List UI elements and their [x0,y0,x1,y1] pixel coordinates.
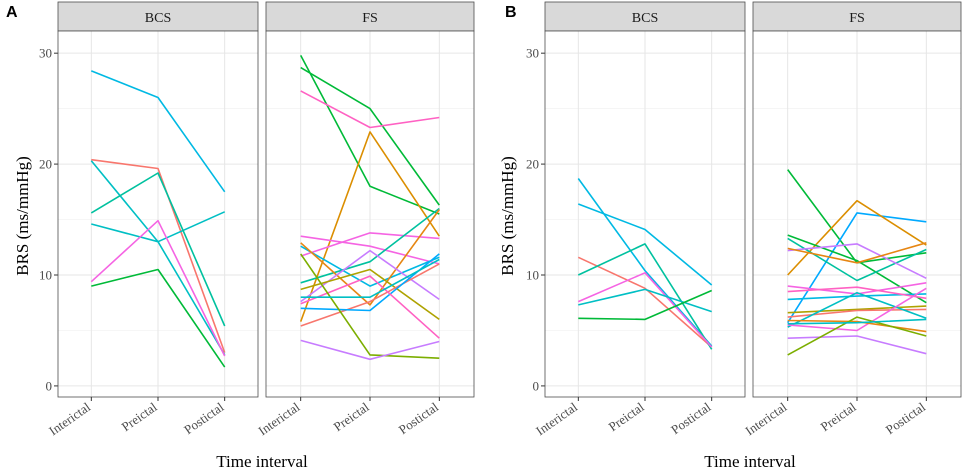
x-tick-label: Preictal [818,399,859,434]
y-axis-title-b: BRS (ms/mmHg) [498,156,517,276]
series-line [300,258,440,299]
x-tick-label: Postictal [396,399,442,437]
x-axis-title-a: Time interval [216,452,308,471]
series-line [91,70,226,193]
series-line [300,275,440,339]
series-line [300,339,440,361]
facet-strip [544,1,746,32]
facet-strip-label: BCS [632,11,658,26]
series-line [300,268,440,321]
y-tick-label: 0 [46,378,53,393]
series-line [299,131,440,322]
series-line [578,288,712,313]
series-line [787,199,927,276]
series-line [577,178,713,347]
series-line [300,207,440,284]
series-line [300,249,440,303]
panel-a: A BRS (ms/mmHg) Time interval 0102030BCS… [6,1,475,471]
series-line [787,282,927,295]
series-line [91,158,226,353]
series-line [300,253,440,359]
y-tick-label: 20 [39,157,52,172]
x-tick-label: Postictal [883,399,929,437]
series-line [299,55,440,215]
series-line [787,287,927,332]
x-tick-label: Interictal [533,399,580,438]
series-line [787,335,927,355]
series-line [787,291,927,328]
y-axis-title-a: BRS (ms/mmHg) [13,156,32,276]
series-line [578,289,713,321]
series-line [300,90,440,129]
panel-label-b: B [505,4,517,21]
facet-fs: FS Interictal Preictal Postictal [742,1,962,438]
series-line [300,245,440,287]
x-tick-label: Preictal [331,399,372,434]
series-line [300,232,440,257]
series-line [300,263,440,327]
y-tick-label: 30 [39,46,52,61]
y-tick-label: 20 [526,157,539,172]
x-tick-label: Interictal [46,399,93,438]
series-line [787,212,927,324]
y-tick-label: 0 [533,378,540,393]
x-tick-label: Preictal [606,399,647,434]
series-line [90,172,226,327]
series-line [90,160,226,356]
x-tick-label: Preictal [119,399,160,434]
series-line [787,242,927,264]
x-tick-label: Interictal [255,399,302,438]
y-tick-label: 30 [526,46,539,61]
x-tick-label: Interictal [742,399,789,438]
series-line [787,234,927,304]
facet-strip-label: FS [849,11,865,26]
series-line [300,235,440,265]
facet-fs: FS Interictal Preictal Postictal [255,1,475,438]
series-line [91,268,226,368]
facet-strip-label: BCS [145,11,171,26]
series-line [787,316,927,356]
x-tick-label: Postictal [181,399,227,437]
series-line [787,286,927,300]
series-line [578,203,713,286]
series-line [787,305,927,314]
series-line [787,318,927,325]
series-line [787,243,927,280]
facet-bcs: BCS Interictal Preictal Postictal [533,1,746,438]
series-line [300,209,440,306]
series-line [787,319,927,333]
series-line [577,243,713,350]
series-line [300,66,440,206]
facet-strip [752,1,962,32]
facet-strip [265,1,475,32]
y-tick-label: 10 [39,268,52,283]
series-line [577,256,713,348]
series-line [577,271,713,348]
series-line [90,219,226,357]
facet-strip [57,1,259,32]
x-tick-label: Postictal [668,399,714,437]
facet-bcs: BCS Interictal Preictal Postictal [46,1,259,438]
panel-label-a: A [6,4,18,21]
x-axis-title-b: Time interval [704,452,796,471]
facet-strip-label: FS [362,11,378,26]
panel-b: B BRS (ms/mmHg) Time interval 0102030BCS… [498,1,962,471]
y-tick-label: 10 [526,268,539,283]
